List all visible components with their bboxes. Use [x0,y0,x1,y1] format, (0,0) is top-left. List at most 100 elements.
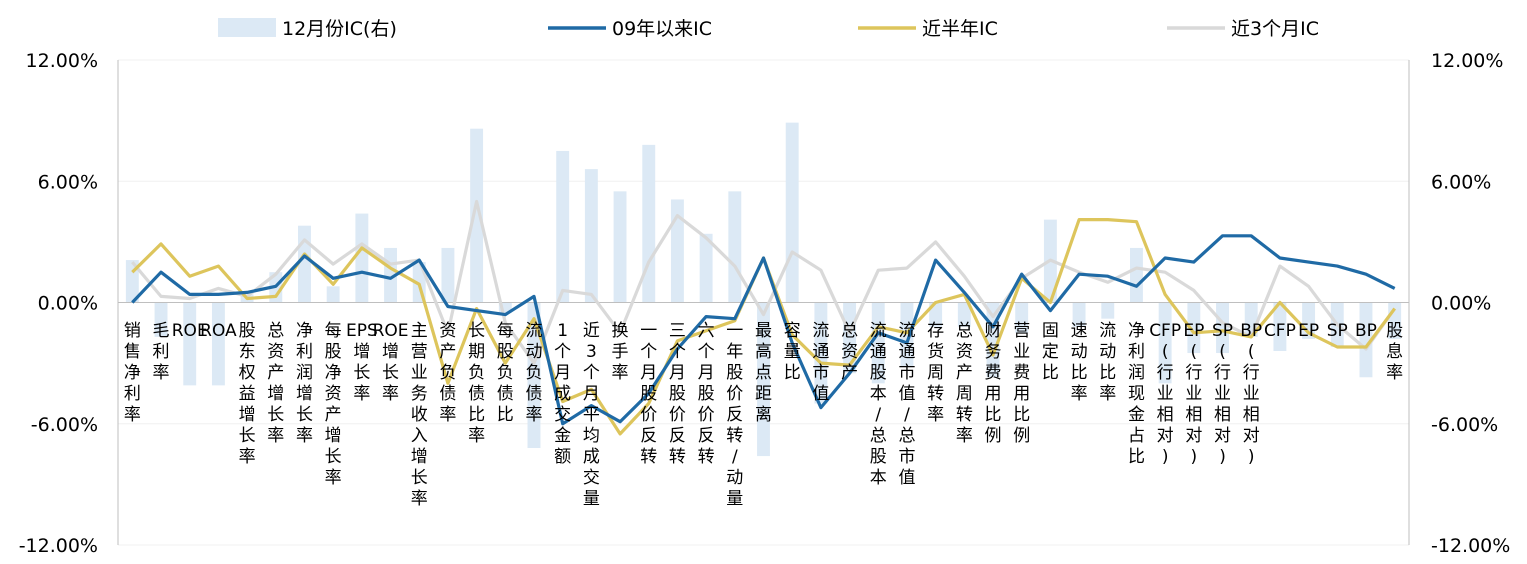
left-tick-label: 0.00% [38,293,98,315]
series-line [131,234,1396,426]
bar [929,302,943,327]
category-label: 总资产周转率 [956,321,973,446]
bar [728,191,742,303]
legend-label: 近半年IC [922,18,998,40]
category-label: BP (行业相对) [1240,321,1262,467]
right-tick-label: -6.00% [1431,414,1498,436]
bar [1101,302,1115,319]
legend: 12月份IC(右) 09年以来IC 近半年IC 近3个月IC [218,18,1319,40]
category-label: 长期负债比率 [468,321,485,446]
bar [1359,302,1373,378]
category-label: 财务费用比例 [985,321,1002,446]
category-label: 最高点距离 [755,321,772,425]
legend-label: 12月份IC(右) [282,18,397,40]
category-label: EP [1298,321,1319,341]
category-label: 每股负债比 [497,321,514,425]
category-label: 存货周转率 [927,321,944,425]
category-label: SP [1327,321,1348,341]
axes [117,60,1410,545]
category-label: ROE 增长率 [373,321,409,404]
category-label: CFP [1264,321,1296,341]
bar [900,302,914,368]
bar [1216,302,1229,354]
legend-label: 近3个月IC [1231,18,1319,40]
category-label: 每股净资产增长率 [325,321,342,488]
legend-swatch-bar [218,18,276,37]
category-label: 流通市值 [812,321,829,404]
bar [1187,302,1201,354]
category-label: 一年股价反转/动量 [726,321,743,509]
bar [183,302,197,386]
category-label: 流动比率 [1099,321,1116,404]
bar [470,128,484,303]
category-label: 毛利率 [153,321,170,383]
category-label: 营业费用比例 [1013,321,1030,446]
bar [814,302,828,404]
category-label: 流动负债率 [525,321,542,425]
bar [154,302,168,337]
category-label: 三个月股价反转 [669,321,686,467]
bar [843,302,857,374]
y-axis-ticks: 12.00% 6.00% 0.00% -6.00% -12.00% 12.00% 6.00%… [19,50,1511,557]
left-tick-label: 12.00% [26,50,98,72]
right-tick-label: -12.00% [1431,535,1510,557]
category-label: 总资产增长率 [267,321,284,446]
bar [1130,247,1143,303]
category-label: 销售净利率 [124,321,141,425]
category-label: 换手率 [612,321,629,383]
bar [957,302,971,327]
bar [355,213,369,303]
line-series [131,199,1397,436]
left-tick-label: 6.00% [38,171,98,193]
bar [498,302,512,313]
category-label: BP [1355,321,1377,341]
bar [1072,302,1086,327]
bar [871,302,885,384]
category-label: 净利润现金占比 [1128,321,1145,467]
bar [298,225,311,303]
right-tick-label: 12.00% [1431,50,1503,72]
category-label: ROA [200,321,237,341]
bar [211,302,225,386]
bar [642,144,656,303]
left-tick-label: -12.00% [19,535,98,557]
category-label: 主营业务收入增长率 [411,321,428,509]
bar [1273,302,1287,351]
bar [556,150,570,303]
category-label: 资产负债率 [439,321,456,425]
category-label: 股息率 [1386,321,1403,383]
category-label: EPS 增长率 [346,321,378,404]
bar [785,122,799,303]
bar [670,199,684,303]
category-label: 速动比率 [1071,321,1088,404]
category-label: 一个月股价反转 [640,321,657,467]
category-label: ROE [172,321,208,341]
right-tick-label: 0.00% [1431,293,1491,315]
bar [326,286,340,303]
category-label: EP (行业相对) [1183,321,1204,467]
category-label: 1 个月成交金额 [554,321,571,467]
bar [1015,302,1029,333]
category-label: 六个月股价反转 [698,321,715,467]
bar [699,233,713,303]
category-label: 容量比 [784,321,801,383]
category-label: SP (行业相对) [1212,321,1233,467]
bar [757,302,770,457]
bar [441,247,455,303]
series-line [131,199,1397,365]
right-tick-label: 6.00% [1431,171,1491,193]
legend-label: 09年以来IC [612,18,712,40]
category-label: 总资产 [841,321,858,383]
category-label: CFP (行业相对) [1149,321,1181,467]
category-label: 流通股本/总股本 [870,321,887,488]
bar [527,302,541,448]
category-label: 流通市值/总市值 [898,321,915,488]
category-label: 净利润增长率 [296,321,313,446]
category-label: 固定比 [1042,321,1059,383]
bar [613,191,627,303]
bar [584,169,598,303]
category-label: 近 3 个月平均成交量 [583,321,600,509]
left-tick-label: -6.00% [31,414,98,436]
